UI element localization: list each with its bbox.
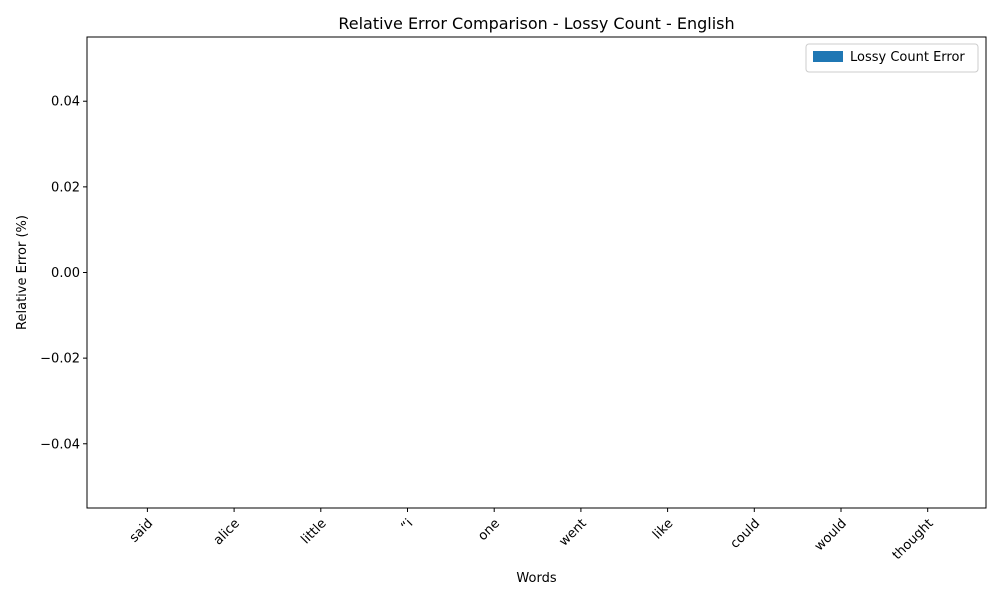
plot-frame [86, 36, 987, 509]
x-tick-label: “i [398, 516, 416, 534]
y-tick-label: −0.02 [40, 352, 80, 367]
x-tick-label: little [298, 516, 329, 547]
legend-swatch [813, 51, 843, 62]
x-tick-label: said [127, 516, 156, 545]
x-tick-label: would [812, 516, 850, 554]
legend: Lossy Count Error [805, 43, 979, 73]
x-tick-label: could [728, 516, 764, 552]
x-tick-label: alice [211, 516, 243, 548]
y-tick-label: 0.04 [51, 95, 80, 110]
legend-box [805, 43, 979, 73]
plot-area: −0.04 −0.02 0.00 0.02 0.04 said alice little “i… [40, 36, 987, 563]
x-axis: said alice little “i one went like could would th… [127, 508, 937, 563]
legend-label: Lossy Count Error [850, 50, 965, 65]
x-axis-label: Words [516, 571, 556, 586]
y-axis: −0.04 −0.02 0.00 0.02 0.04 [40, 95, 87, 452]
x-tick-label: thought [890, 516, 937, 563]
y-tick-label: −0.04 [40, 437, 80, 452]
x-tick-label: like [650, 516, 676, 542]
x-tick-label: one [475, 516, 503, 544]
y-axis-label: Relative Error (%) [15, 215, 30, 330]
chart-title: Relative Error Comparison - Lossy Count … [338, 14, 734, 33]
y-tick-label: 0.02 [51, 180, 80, 195]
x-tick-label: went [557, 516, 590, 549]
y-tick-label: 0.00 [51, 266, 80, 281]
